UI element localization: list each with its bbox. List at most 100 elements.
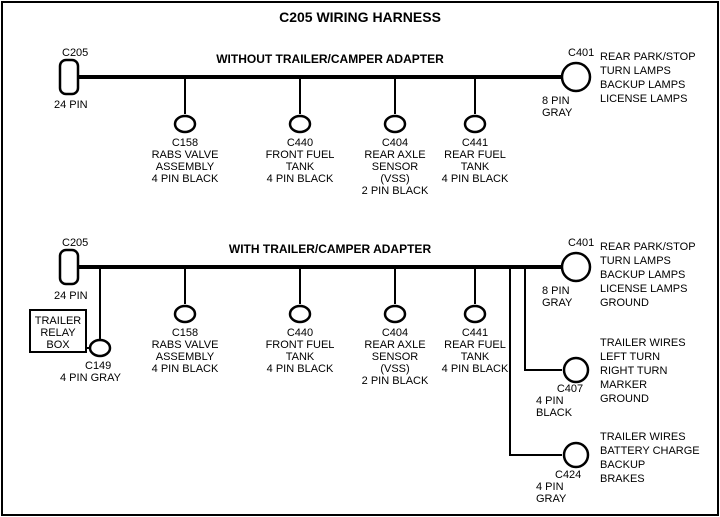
d1-right-n2: BACKUP LAMPS (600, 79, 685, 91)
d2-right-plug (562, 253, 590, 281)
d1-left-pin: 24 PIN (54, 99, 88, 111)
svg-text:BATTERY CHARGE: BATTERY CHARGE (600, 445, 700, 457)
svg-text:4 PIN: 4 PIN (536, 481, 564, 493)
svg-text:TRAILER WIRES: TRAILER WIRES (600, 337, 686, 349)
svg-text:SENSOR: SENSOR (372, 351, 419, 363)
svg-text:REAR FUEL: REAR FUEL (444, 149, 506, 161)
svg-text:4 PIN BLACK: 4 PIN BLACK (442, 363, 509, 375)
svg-text:4 PIN BLACK: 4 PIN BLACK (152, 363, 219, 375)
svg-text:BACKUP LAMPS: BACKUP LAMPS (600, 269, 685, 281)
d2-subtitle: WITH TRAILER/CAMPER ADAPTER (229, 242, 432, 256)
svg-text:FRONT FUEL: FRONT FUEL (266, 339, 335, 351)
svg-text:4 PIN BLACK: 4 PIN BLACK (267, 173, 334, 185)
d1-right-plug (562, 63, 590, 91)
svg-text:4 PIN BLACK: 4 PIN BLACK (267, 363, 334, 375)
diagram-with-adapter: WITH TRAILER/CAMPER ADAPTER C205 24 PIN … (30, 237, 700, 505)
d1-right-n0: REAR PARK/STOP (600, 51, 696, 63)
svg-text:RABS VALVE: RABS VALVE (152, 149, 219, 161)
svg-text:BRAKES: BRAKES (600, 473, 645, 485)
svg-text:TRAILER: TRAILER (35, 315, 82, 327)
svg-text:2 PIN BLACK: 2 PIN BLACK (362, 185, 429, 197)
d1-right-n3: LICENSE LAMPS (600, 93, 687, 105)
tap-icon (290, 306, 310, 322)
svg-text:TANK: TANK (461, 351, 490, 363)
tap-icon (175, 116, 195, 132)
d1-subtitle: WITHOUT TRAILER/CAMPER ADAPTER (216, 52, 444, 66)
svg-text:C440: C440 (287, 327, 313, 339)
d2-left-pin: 24 PIN (54, 290, 88, 302)
svg-text:GROUND: GROUND (600, 297, 649, 309)
svg-text:4 PIN: 4 PIN (536, 395, 564, 407)
svg-text:(VSS): (VSS) (380, 363, 409, 375)
svg-text:REAR AXLE: REAR AXLE (364, 339, 425, 351)
wiring-diagram: C205 WIRING HARNESS WITHOUT TRAILER/CAMP… (0, 0, 720, 517)
relay-plug (90, 340, 110, 356)
svg-text:TRAILER WIRES: TRAILER WIRES (600, 431, 686, 443)
tap-icon (175, 306, 195, 322)
svg-text:C424: C424 (555, 469, 581, 481)
tap-icon (290, 116, 310, 132)
svg-text:C404: C404 (382, 327, 408, 339)
svg-text:(VSS): (VSS) (380, 173, 409, 185)
d2-relay: TRAILER RELAY BOX C149 4 PIN GRAY (30, 267, 122, 384)
d2-tap-2: C404 REAR AXLE SENSOR (VSS) 2 PIN BLACK (362, 267, 429, 387)
tap-icon (385, 116, 405, 132)
svg-text:MARKER: MARKER (600, 379, 647, 391)
d1-tap-3: C441 REAR FUEL TANK 4 PIN BLACK (442, 77, 509, 185)
d1-t2-id: C404 (382, 137, 408, 149)
svg-text:RABS VALVE: RABS VALVE (152, 339, 219, 351)
d2-relay-pin: 4 PIN GRAY (60, 372, 122, 384)
svg-text:FRONT FUEL: FRONT FUEL (266, 149, 335, 161)
svg-text:BLACK: BLACK (536, 407, 573, 419)
svg-text:LEFT TURN: LEFT TURN (600, 351, 660, 363)
d1-tap-2: C404 REAR AXLE SENSOR (VSS) 2 PIN BLACK (362, 77, 429, 197)
svg-text:RELAY: RELAY (40, 327, 76, 339)
d1-t1-id: C440 (287, 137, 313, 149)
d1-right-id: C401 (568, 47, 594, 59)
d1-tap-1: C440 FRONT FUEL TANK 4 PIN BLACK (266, 77, 335, 185)
svg-text:TANK: TANK (461, 161, 490, 173)
d2-tap-1: C440 FRONT FUEL TANK 4 PIN BLACK (266, 267, 335, 375)
d1-t3-id: C441 (462, 137, 488, 149)
svg-text:C158: C158 (172, 327, 198, 339)
svg-text:4 PIN BLACK: 4 PIN BLACK (442, 173, 509, 185)
tap-icon (465, 116, 485, 132)
d1-t0-id: C158 (172, 137, 198, 149)
d2-right-id: C401 (568, 237, 594, 249)
d2-right-pin-2: GRAY (542, 297, 573, 309)
d2-left-plug (60, 250, 78, 284)
svg-text:GROUND: GROUND (600, 393, 649, 405)
svg-text:4 PIN BLACK: 4 PIN BLACK (152, 173, 219, 185)
svg-text:REAR PARK/STOP: REAR PARK/STOP (600, 241, 696, 253)
d1-left-plug (60, 60, 78, 94)
diagram-without-adapter: WITHOUT TRAILER/CAMPER ADAPTER C205 24 P… (54, 47, 696, 197)
d1-right-pin-2: GRAY (542, 107, 573, 119)
d2-tap-3: C441 REAR FUEL TANK 4 PIN BLACK (442, 267, 509, 375)
svg-text:RIGHT TURN: RIGHT TURN (600, 365, 667, 377)
svg-text:BACKUP: BACKUP (600, 459, 645, 471)
c424-plug (564, 443, 588, 467)
tap-icon (465, 306, 485, 322)
svg-text:LICENSE LAMPS: LICENSE LAMPS (600, 283, 687, 295)
svg-text:GRAY: GRAY (536, 493, 567, 505)
d2-tap-0: C158 RABS VALVE ASSEMBLY 4 PIN BLACK (152, 267, 219, 375)
svg-text:SENSOR: SENSOR (372, 161, 419, 173)
svg-text:2 PIN BLACK: 2 PIN BLACK (362, 375, 429, 387)
svg-text:ASSEMBLY: ASSEMBLY (156, 161, 215, 173)
svg-text:BOX: BOX (46, 339, 70, 351)
d2-relay-id: C149 (85, 360, 111, 372)
svg-text:C441: C441 (462, 327, 488, 339)
svg-text:ASSEMBLY: ASSEMBLY (156, 351, 215, 363)
c407-plug (564, 358, 588, 382)
tap-icon (385, 306, 405, 322)
svg-text:TANK: TANK (286, 161, 315, 173)
svg-text:REAR FUEL: REAR FUEL (444, 339, 506, 351)
page-title: C205 WIRING HARNESS (279, 9, 441, 25)
svg-text:TANK: TANK (286, 351, 315, 363)
svg-text:REAR AXLE: REAR AXLE (364, 149, 425, 161)
d1-right-pin-1: 8 PIN (542, 95, 570, 107)
svg-text:C407: C407 (557, 383, 583, 395)
d2-left-id: C205 (62, 237, 88, 249)
d1-right-n1: TURN LAMPS (600, 65, 671, 77)
svg-text:TURN LAMPS: TURN LAMPS (600, 255, 671, 267)
